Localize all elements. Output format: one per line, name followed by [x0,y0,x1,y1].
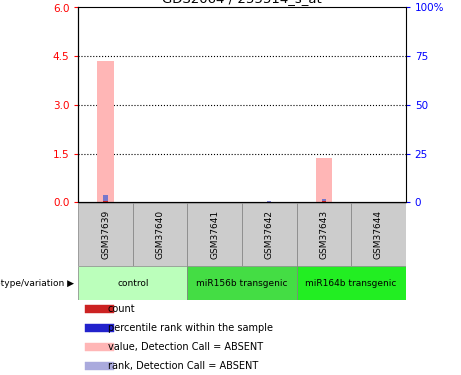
Text: rank, Detection Call = ABSENT: rank, Detection Call = ABSENT [108,361,258,370]
Text: miR156b transgenic: miR156b transgenic [196,279,288,288]
Bar [85,324,113,332]
Bar [351,202,406,266]
Bar [322,201,326,202]
Bar [133,202,188,266]
Text: count: count [108,304,136,314]
Text: genotype/variation ▶: genotype/variation ▶ [0,279,74,288]
Bar [85,305,113,314]
Bar [296,202,351,266]
Bar [103,195,108,202]
Text: control: control [117,279,148,288]
Bar [188,266,296,300]
Bar [78,202,133,266]
Title: GDS2064 / 255514_s_at: GDS2064 / 255514_s_at [162,0,322,5]
Bar [213,201,217,202]
Bar [103,201,108,202]
Text: GSM37640: GSM37640 [156,210,165,259]
Bar [85,362,113,370]
Bar [296,266,406,300]
Bar [188,202,242,266]
Bar [242,202,296,266]
Bar [78,266,188,300]
Text: GSM37644: GSM37644 [374,210,383,259]
Text: GSM37643: GSM37643 [319,210,328,259]
Text: GSM37642: GSM37642 [265,210,274,259]
Bar [316,158,332,203]
Text: value, Detection Call = ABSENT: value, Detection Call = ABSENT [108,342,263,352]
Bar [85,343,113,351]
Bar [322,199,326,202]
Text: GSM37641: GSM37641 [210,210,219,259]
Bar [97,61,114,202]
Text: miR164b transgenic: miR164b transgenic [306,279,397,288]
Text: percentile rank within the sample: percentile rank within the sample [108,323,273,333]
Text: GSM37639: GSM37639 [101,210,110,259]
Bar [267,201,272,202]
